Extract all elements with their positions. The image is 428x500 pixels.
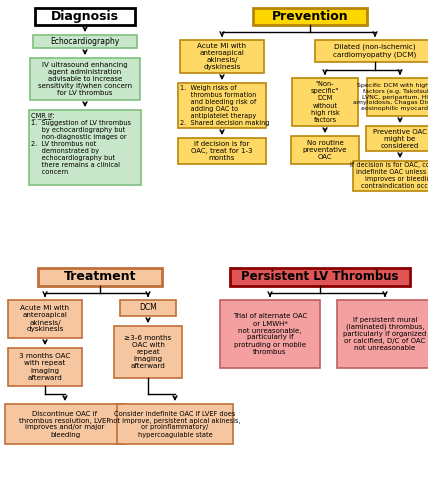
FancyBboxPatch shape — [292, 78, 358, 126]
Text: ≥3-6 months
OAC with
repeat
imaging
afterward: ≥3-6 months OAC with repeat imaging afte… — [125, 335, 172, 369]
FancyBboxPatch shape — [353, 161, 428, 191]
Text: Consider indefinite OAC if LVEF does
not improve, persistent apical akinesis,
or: Consider indefinite OAC if LVEF does not… — [109, 410, 241, 438]
Text: Diagnosis: Diagnosis — [51, 10, 119, 23]
FancyBboxPatch shape — [30, 58, 140, 100]
FancyBboxPatch shape — [367, 78, 428, 116]
Text: Acute MI with
anteroapical
akinesis/
dyskinesis: Acute MI with anteroapical akinesis/ dys… — [197, 43, 247, 70]
FancyBboxPatch shape — [33, 35, 137, 48]
FancyBboxPatch shape — [8, 348, 82, 386]
FancyBboxPatch shape — [230, 268, 410, 286]
Text: No routine
preventative
OAC: No routine preventative OAC — [303, 140, 347, 160]
FancyBboxPatch shape — [120, 300, 176, 316]
FancyBboxPatch shape — [178, 83, 266, 128]
Text: DCM: DCM — [139, 304, 157, 312]
FancyBboxPatch shape — [220, 300, 320, 368]
Text: If decision is for
OAC, treat for 1-3
months: If decision is for OAC, treat for 1-3 mo… — [191, 141, 253, 161]
FancyBboxPatch shape — [117, 404, 233, 444]
FancyBboxPatch shape — [178, 138, 266, 164]
Text: Prevention: Prevention — [272, 10, 348, 23]
FancyBboxPatch shape — [5, 404, 125, 444]
Text: Acute MI with
anteroapical
akinesis/
dyskinesis: Acute MI with anteroapical akinesis/ dys… — [21, 306, 69, 332]
FancyBboxPatch shape — [366, 126, 428, 151]
FancyBboxPatch shape — [337, 300, 428, 368]
FancyBboxPatch shape — [29, 110, 141, 185]
Text: Echocardiography: Echocardiography — [51, 37, 119, 46]
FancyBboxPatch shape — [114, 326, 182, 378]
Text: If persistent mural
(laminated) thrombus,
particularly if organized
or calcified: If persistent mural (laminated) thrombus… — [343, 317, 427, 351]
FancyBboxPatch shape — [315, 40, 428, 62]
FancyBboxPatch shape — [291, 136, 359, 164]
Text: IV ultrasound enhancing
agent administration
advisable to increase
sensitivity i: IV ultrasound enhancing agent administra… — [38, 62, 132, 96]
FancyBboxPatch shape — [253, 8, 367, 25]
Text: C̲M̲R̲ ̲I̲f̲:
1.  Suggestion of LV thrombus
     by echocardiography but
     no: C̲M̲R̲ ̲I̲f̲: 1. Suggestion of LV thromb… — [31, 112, 131, 175]
Text: 1.  Weigh risks of
     thrombus formation
     and bleeding risk of
     adding: 1. Weigh risks of thrombus formation and… — [180, 85, 270, 126]
FancyBboxPatch shape — [35, 8, 135, 25]
FancyBboxPatch shape — [8, 300, 82, 338]
Text: Specific DCM with high risk
factors (e.g. Takotsubo,
LVNC, peripartum, HCM,
amyl: Specific DCM with high risk factors (e.g… — [353, 83, 428, 111]
FancyBboxPatch shape — [180, 40, 264, 73]
Text: Trial of alternate OAC
or LMWH*
not unreasonable,
particularly if
protruding or : Trial of alternate OAC or LMWH* not unre… — [233, 314, 307, 354]
FancyBboxPatch shape — [38, 268, 162, 286]
Text: Preventive OAC
might be
considered: Preventive OAC might be considered — [373, 128, 427, 148]
Text: Dilated (non-ischemic)
cardiomyopathy (DCM): Dilated (non-ischemic) cardiomyopathy (D… — [333, 44, 416, 58]
Text: Persistent LV Thrombus: Persistent LV Thrombus — [241, 270, 399, 283]
Text: If decision is for OAC, consider
indefinite OAC unless LVEF
improves or bleeding: If decision is for OAC, consider indefin… — [350, 162, 428, 190]
Text: 3 months OAC
with repeat
imaging
afterward: 3 months OAC with repeat imaging afterwa… — [19, 354, 71, 380]
Text: "Non-
specific"
DCM
without
high risk
factors: "Non- specific" DCM without high risk fa… — [311, 82, 339, 122]
Text: Discontinue OAC if
thrombus resolution, LVEF
improves and/or major
bleeding: Discontinue OAC if thrombus resolution, … — [19, 410, 111, 438]
Text: Treatment: Treatment — [64, 270, 136, 283]
